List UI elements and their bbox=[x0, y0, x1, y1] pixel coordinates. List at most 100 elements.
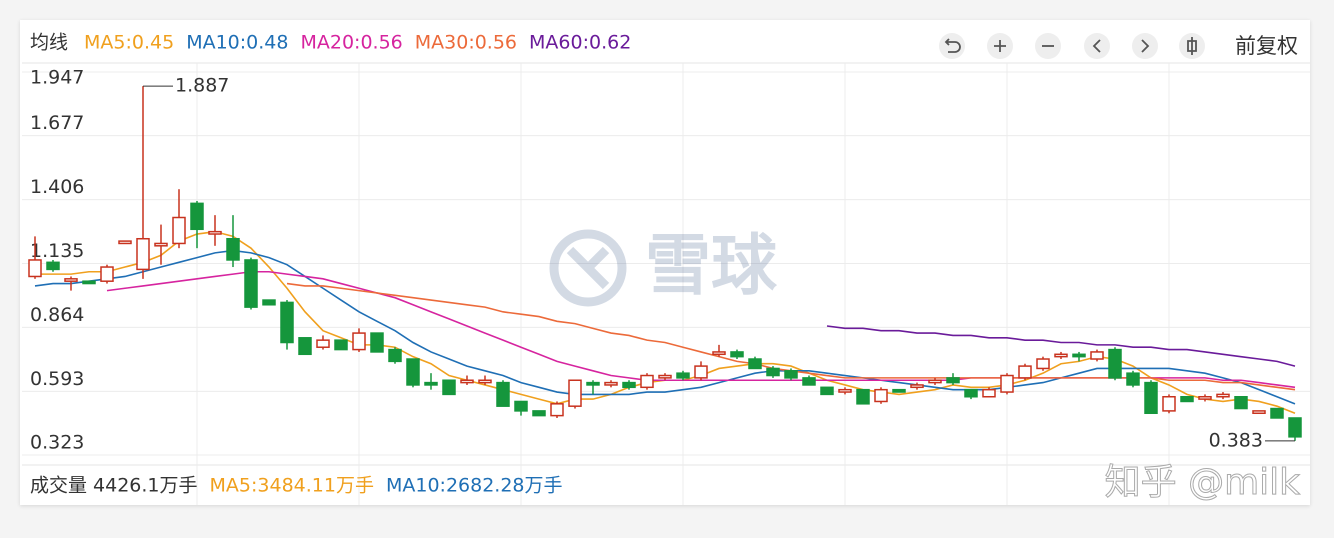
candle-body bbox=[82, 280, 96, 285]
candle-body bbox=[1252, 410, 1266, 415]
watermark: 雪球 bbox=[549, 227, 778, 307]
legend-label: 均线 bbox=[30, 32, 68, 54]
watermark-text: 雪球 bbox=[645, 227, 778, 304]
candle-body bbox=[280, 301, 294, 344]
candle-body bbox=[64, 278, 78, 282]
candle-body bbox=[1216, 393, 1230, 398]
candle-body bbox=[712, 351, 726, 356]
candle-body bbox=[964, 388, 978, 398]
candle-body bbox=[244, 259, 258, 308]
candle-body bbox=[946, 377, 960, 384]
candle-body bbox=[604, 381, 618, 386]
volume-info: 成交量 4426.1万手 bbox=[30, 475, 198, 497]
candle-body bbox=[532, 410, 546, 417]
candle-body bbox=[478, 379, 492, 384]
candle-body bbox=[1054, 353, 1068, 358]
card bbox=[20, 20, 1310, 505]
legend-entry: MA5:0.45 bbox=[84, 32, 174, 54]
candle-body bbox=[784, 370, 798, 379]
candle-body bbox=[388, 348, 402, 363]
candle-body bbox=[46, 261, 60, 271]
candle-body bbox=[406, 358, 420, 386]
candle-body bbox=[586, 381, 600, 386]
candle-body bbox=[874, 388, 888, 403]
volume-info: MA10:2682.28万手 bbox=[386, 475, 563, 497]
candle-icon bbox=[1187, 37, 1197, 55]
candle-body bbox=[190, 202, 204, 231]
candle-body bbox=[658, 374, 672, 379]
y-tick-label: 0.864 bbox=[30, 304, 84, 326]
candle-body bbox=[802, 377, 816, 386]
candle-body bbox=[1090, 351, 1104, 360]
candle-body bbox=[820, 386, 834, 396]
candle-body bbox=[640, 374, 654, 389]
candle-body bbox=[1018, 365, 1032, 379]
candle-body bbox=[622, 381, 636, 389]
candle-body bbox=[856, 388, 870, 405]
candle-body bbox=[298, 337, 312, 356]
candle-body bbox=[514, 400, 528, 412]
candle-body bbox=[982, 388, 996, 398]
candle-body bbox=[928, 379, 942, 384]
candle-body bbox=[118, 240, 132, 245]
candle-body bbox=[460, 379, 474, 384]
undo-button[interactable] bbox=[939, 33, 965, 59]
candle-body bbox=[352, 332, 366, 351]
legend-entry: MA10:0.48 bbox=[186, 32, 288, 54]
y-tick-label: 1.135 bbox=[30, 240, 84, 262]
next-button[interactable] bbox=[1132, 33, 1158, 59]
next-icon bbox=[1141, 39, 1150, 53]
candle-body bbox=[1234, 395, 1248, 410]
y-tick-label: 0.593 bbox=[30, 368, 84, 390]
candle-body bbox=[316, 339, 330, 348]
watermark-logo bbox=[566, 246, 610, 290]
candle-body bbox=[1126, 372, 1140, 386]
candle-body bbox=[226, 237, 240, 261]
ma-line bbox=[826, 325, 1296, 367]
adjust-button[interactable]: 前复权 bbox=[1235, 34, 1298, 58]
toolbar bbox=[939, 33, 1205, 59]
candle-body bbox=[1198, 395, 1212, 400]
prev-button[interactable] bbox=[1084, 33, 1110, 59]
candle-body bbox=[910, 384, 924, 389]
ma-line bbox=[34, 249, 1296, 405]
candle-body bbox=[100, 266, 114, 282]
prev-icon bbox=[1092, 39, 1101, 53]
candle-body bbox=[1072, 353, 1086, 358]
undo-icon bbox=[944, 38, 961, 53]
candle-body bbox=[1288, 417, 1302, 438]
candle-body bbox=[550, 403, 564, 417]
candle-body bbox=[262, 299, 276, 306]
candle-body bbox=[1144, 381, 1158, 415]
candle-body bbox=[424, 381, 438, 386]
candle-body bbox=[1000, 374, 1014, 393]
candle-body bbox=[730, 351, 744, 358]
candle-body bbox=[1162, 395, 1176, 412]
watermark-logo bbox=[549, 229, 627, 307]
legend-entry: MA60:0.62 bbox=[529, 32, 631, 54]
min-label: 0.383 bbox=[1209, 429, 1263, 451]
y-tick-label: 1.406 bbox=[30, 176, 84, 198]
candle-body bbox=[1036, 358, 1050, 370]
candle-body bbox=[694, 365, 708, 379]
candle-body bbox=[766, 367, 780, 377]
candle-body bbox=[892, 388, 906, 393]
candle-body bbox=[748, 358, 762, 370]
y-tick-label: 1.947 bbox=[30, 67, 84, 89]
legend-entry: MA20:0.56 bbox=[300, 32, 402, 54]
max-label: 1.887 bbox=[175, 75, 229, 97]
candle-body bbox=[172, 216, 186, 245]
y-tick-label: 0.323 bbox=[30, 432, 84, 454]
y-tick-label: 1.677 bbox=[30, 112, 84, 134]
candle-body bbox=[838, 388, 852, 393]
candle-body bbox=[1180, 395, 1194, 403]
candle-body bbox=[568, 379, 582, 407]
credit: 知乎 @milk bbox=[1105, 462, 1301, 503]
candle-body bbox=[334, 339, 348, 351]
candle-body bbox=[676, 372, 690, 379]
candle-body bbox=[154, 242, 168, 247]
candle-body bbox=[1108, 348, 1122, 379]
candle-body bbox=[496, 381, 510, 407]
